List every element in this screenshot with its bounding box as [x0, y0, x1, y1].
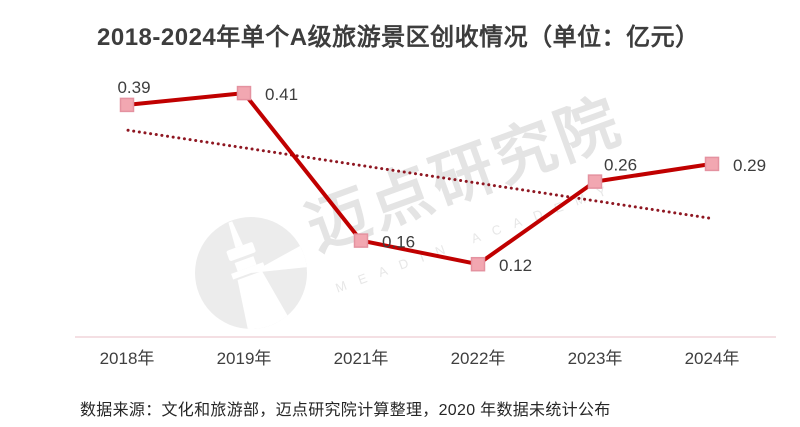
data-point-marker — [353, 233, 369, 248]
data-point-label: 0.12 — [499, 256, 532, 275]
source-note: 数据来源：文化和旅游部，迈点研究院计算整理，2020 年数据未统计公布 — [80, 402, 611, 419]
x-axis-label: 2022年 — [451, 349, 506, 368]
data-point-label: 0.26 — [604, 156, 637, 175]
data-point-marker — [587, 174, 603, 189]
meadin-logo-tower-icon — [195, 217, 307, 329]
data-point-label: 0.41 — [265, 85, 298, 104]
trend-line — [126, 128, 712, 220]
page-title: 2018-2024年单个A级旅游景区创收情况（单位：亿元） — [97, 24, 700, 51]
data-point-label: 0.39 — [117, 78, 150, 97]
data-point-label: 0.29 — [733, 156, 766, 175]
x-axis-label: 2019年 — [217, 349, 272, 368]
data-point-marker — [704, 156, 720, 172]
x-axis-label: 2023年 — [568, 349, 623, 368]
data-point-marker — [236, 85, 252, 101]
data-point-marker — [470, 256, 486, 272]
data-point-label: 0.16 — [382, 233, 415, 252]
x-axis-label: 2024年 — [685, 349, 740, 368]
series-line — [125, 91, 714, 267]
data-point-marker — [119, 97, 135, 113]
x-axis-label: 2018年 — [100, 349, 155, 368]
x-axis-label: 2021年 — [334, 349, 389, 368]
